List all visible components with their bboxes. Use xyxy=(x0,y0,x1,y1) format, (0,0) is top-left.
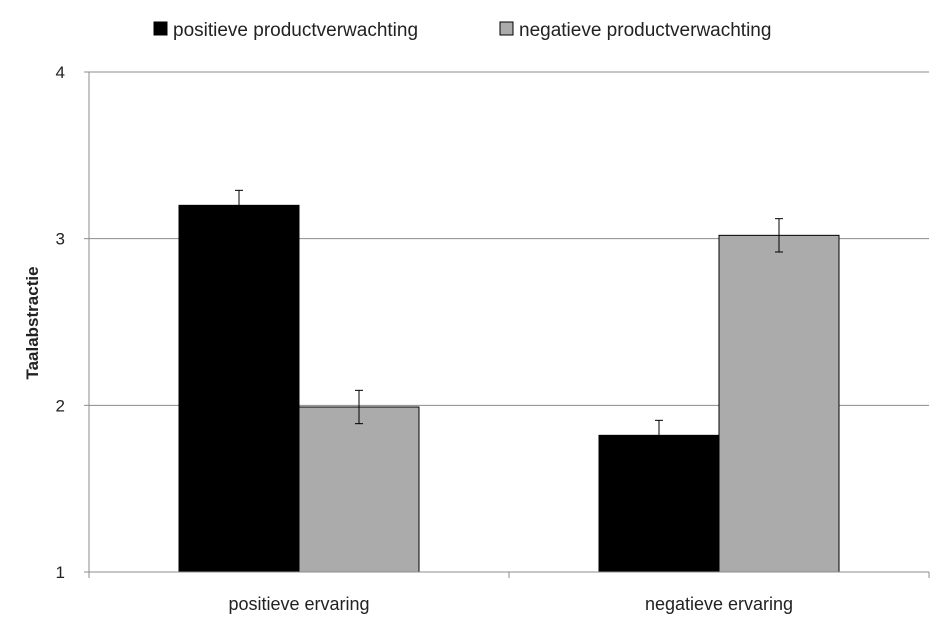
y-axis-title: Taalabstractie xyxy=(23,266,42,379)
legend-item: positieve productverwachting xyxy=(153,20,418,41)
legend-label: positieve productverwachting xyxy=(173,20,418,41)
bar xyxy=(298,406,420,573)
error-bar xyxy=(775,218,783,253)
x-category-label: negatieve ervaring xyxy=(645,594,793,614)
legend-swatch xyxy=(153,21,168,36)
legend: positieve productverwachting negatieve pr… xyxy=(153,20,771,41)
bar xyxy=(598,434,720,573)
legend-label: negatieve productverwachting xyxy=(519,20,771,41)
legend-swatch xyxy=(499,21,514,36)
y-tick-label: 1 xyxy=(56,563,65,582)
y-tick-label: 4 xyxy=(56,63,65,82)
x-category-label: positieve ervaring xyxy=(228,594,369,614)
y-tick-label: 3 xyxy=(56,230,65,249)
axes: 1 2 3 4 positieve ervaring negatieve ervaring xyxy=(56,63,930,614)
error-bar xyxy=(655,419,663,451)
bars xyxy=(178,189,840,573)
bar xyxy=(718,234,840,573)
y-tick-label: 2 xyxy=(56,396,65,415)
error-bar xyxy=(355,389,363,425)
bar xyxy=(178,204,300,573)
error-bar xyxy=(235,189,243,221)
legend-item: negatieve productverwachting xyxy=(499,20,771,41)
